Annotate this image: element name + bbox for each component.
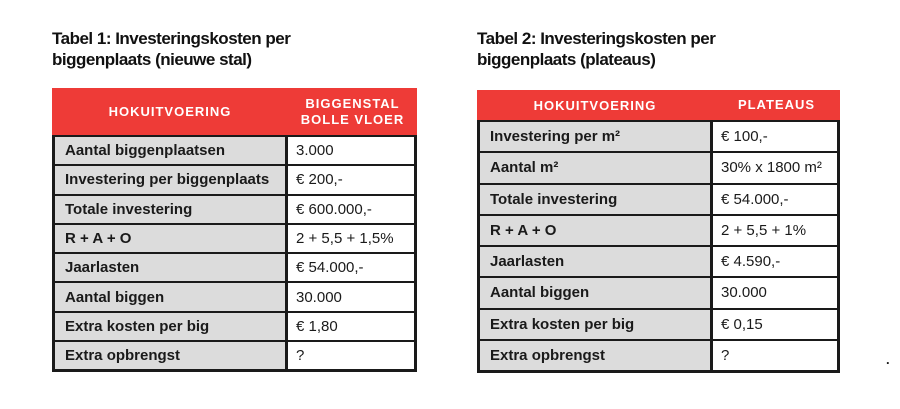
table-row: R + A + O 2 + 5,5 + 1% — [480, 213, 837, 245]
row-label: Aantal biggenplaatsen — [55, 137, 288, 165]
table-row: Jaarlasten € 54.000,- — [55, 252, 414, 282]
row-label: Totale investering — [55, 195, 288, 223]
table2-block: Tabel 2: Investeringskosten per biggenpl… — [477, 28, 840, 373]
row-value: € 4.590,- — [713, 247, 837, 277]
row-value: € 100,- — [713, 122, 837, 152]
row-label: Totale investering — [480, 184, 713, 214]
row-label: Investering per m² — [480, 122, 713, 152]
row-value: 30% x 1800 m² — [713, 153, 837, 183]
row-value: ? — [713, 340, 837, 370]
row-value: 3.000 — [288, 137, 414, 165]
table-row: R + A + O 2 + 5,5 + 1,5% — [55, 222, 414, 253]
row-label: Aantal biggen — [480, 278, 713, 308]
table1-header-biggenstal-bolle-vloer: BIGGENSTAL BOLLE VLOER — [288, 88, 417, 135]
table2-title-line2: biggenplaats (plateaus) — [477, 50, 656, 69]
row-value: € 0,15 — [713, 309, 837, 339]
row-label: Aantal biggen — [55, 283, 288, 311]
table2-body: Investering per m² € 100,- Aantal m² 30%… — [477, 120, 840, 373]
table2-header-hokuitvoering: HOKUITVOERING — [533, 97, 657, 113]
row-value: € 1,80 — [288, 312, 414, 341]
table1-title-line2: biggenplaats (nieuwe stal) — [52, 50, 252, 69]
table-row: Aantal biggenplaatsen 3.000 — [55, 137, 414, 165]
table-row: Aantal m² 30% x 1800 m² — [480, 151, 837, 183]
table1-header-col2-line1: BIGGENSTAL — [305, 95, 400, 111]
row-label: R + A + O — [480, 215, 713, 245]
row-value: € 600.000,- — [288, 195, 414, 223]
table-row: Extra kosten per big € 0,15 — [480, 307, 837, 339]
row-label: Investering per biggenplaats — [55, 166, 288, 194]
row-label: Jaarlasten — [480, 247, 713, 277]
table1-header-row: HOKUITVOERING BIGGENSTAL BOLLE VLOER — [52, 88, 417, 135]
table1-title: Tabel 1: Investeringskosten per biggenpl… — [52, 28, 417, 70]
row-label: R + A + O — [55, 224, 288, 253]
row-label: Extra opbrengst — [480, 340, 713, 370]
row-value: ? — [288, 342, 414, 370]
table2-title-line1: Tabel 2: Investeringskosten per — [477, 29, 716, 48]
row-value: 2 + 5,5 + 1% — [713, 215, 837, 245]
row-label: Extra kosten per big — [55, 312, 288, 341]
table-row: Investering per m² € 100,- — [480, 122, 837, 152]
table-row: Aantal biggen 30.000 — [480, 276, 837, 308]
row-label: Extra opbrengst — [55, 342, 288, 370]
table2-header-col2-line1: PLATEAUS — [737, 97, 816, 112]
row-value: € 200,- — [288, 166, 414, 194]
table-row: Investering per biggenplaats € 200,- — [55, 164, 414, 194]
table1-body: Aantal biggenplaatsen 3.000 Investering … — [52, 135, 417, 373]
table2-header-row: HOKUITVOERING PLATEAUS — [477, 90, 840, 120]
table1-header-hokuitvoering: HOKUITVOERING — [108, 104, 232, 119]
row-label: Aantal m² — [480, 153, 713, 183]
table-row: Extra opbrengst ? — [55, 340, 414, 370]
row-value: 30.000 — [288, 283, 414, 311]
table-row: Totale investering € 600.000,- — [55, 193, 414, 223]
table2-header-plateaus: PLATEAUS — [713, 90, 840, 120]
row-value: € 54.000,- — [713, 184, 837, 214]
table2-title: Tabel 2: Investeringskosten per biggenpl… — [477, 28, 840, 70]
row-label: Jaarlasten — [55, 254, 288, 282]
table-row: Totale investering € 54.000,- — [480, 182, 837, 214]
table1-block: Tabel 1: Investeringskosten per biggenpl… — [52, 28, 417, 373]
row-value: € 54.000,- — [288, 254, 414, 282]
row-value: 2 + 5,5 + 1,5% — [288, 224, 414, 253]
table-row: Extra opbrengst ? — [480, 338, 837, 370]
row-label: Extra kosten per big — [480, 309, 713, 339]
row-value: 30.000 — [713, 278, 837, 308]
table1-title-line1: Tabel 1: Investeringskosten per — [52, 29, 291, 48]
table1-header-col2-line2: BOLLE VLOER — [300, 111, 405, 127]
stray-dot: . — [886, 352, 890, 367]
table-row: Extra kosten per big € 1,80 — [55, 310, 414, 341]
table-row: Jaarlasten € 4.590,- — [480, 245, 837, 277]
table-row: Aantal biggen 30.000 — [55, 281, 414, 311]
